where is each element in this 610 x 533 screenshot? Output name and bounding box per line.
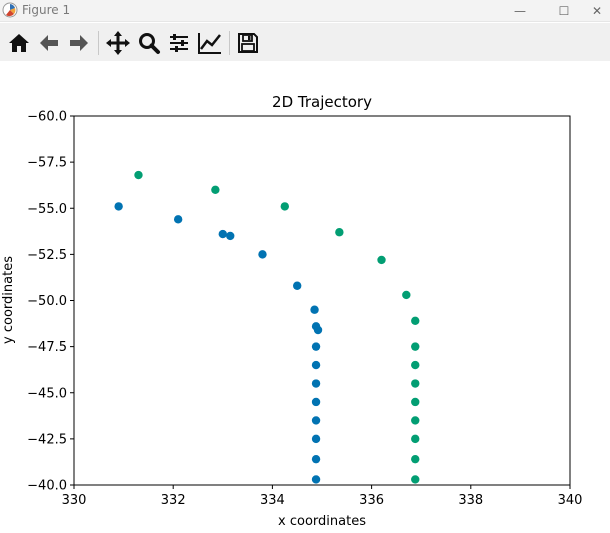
data-point-series-2 <box>134 170 143 180</box>
data-point-series-2 <box>402 290 411 300</box>
data-point-series-2 <box>411 454 420 464</box>
y-tick-label: −57.5 <box>27 156 67 171</box>
x-tick-label: 332 <box>161 493 186 508</box>
data-point-series-1 <box>313 325 323 335</box>
window-titlebar: Figure 1 — ☐ ✕ <box>0 0 610 22</box>
minimize-icon: — <box>514 4 526 18</box>
data-point-series-1 <box>311 434 321 444</box>
x-tick-label: 334 <box>260 493 285 508</box>
home-icon <box>9 34 29 52</box>
data-point-series-2 <box>411 342 420 351</box>
edit-axis-button[interactable] <box>196 29 224 57</box>
back-button[interactable] <box>35 29 63 57</box>
navigation-toolbar <box>0 23 610 61</box>
scatter-chart: −60.0 −57.5 −55.0 −52.5 −50.0 −47.5 −45.0 −42.5… <box>1 93 583 529</box>
zoom-button[interactable] <box>135 29 163 57</box>
line-chart-icon <box>198 33 221 54</box>
data-point-series-2 <box>335 228 344 237</box>
data-point-series-2 <box>411 475 420 484</box>
right-arrow-icon <box>70 35 88 51</box>
x-axis-label: x coordinates <box>278 514 366 529</box>
data-point-series-1 <box>311 416 321 425</box>
y-tick-label: −42.5 <box>27 432 67 447</box>
data-point-series-2 <box>411 360 420 370</box>
data-point-series-1 <box>258 250 267 259</box>
y-tick-label: −47.5 <box>27 340 67 355</box>
axes-frame <box>73 115 571 486</box>
data-point-series-2 <box>411 379 420 388</box>
data-point-series-1 <box>311 475 321 484</box>
magnifier-icon <box>139 33 160 54</box>
data-point-series-2 <box>411 316 420 325</box>
close-icon: ✕ <box>591 4 603 18</box>
maximize-icon: ☐ <box>558 4 570 18</box>
pan-button[interactable] <box>104 29 132 57</box>
x-axis: 330 332 334 336 338 340 <box>62 485 583 508</box>
data-point-series-1 <box>310 305 319 314</box>
data-point-series-1 <box>311 360 321 370</box>
data-point-series-1 <box>311 342 321 351</box>
data-point-series-2 <box>280 202 289 211</box>
floppy-disk-icon <box>238 33 258 53</box>
figure-canvas[interactable]: −60.0 −57.5 −55.0 −52.5 −50.0 −47.5 −45.0 −42.5… <box>0 62 610 533</box>
data-point-series-1 <box>226 231 235 241</box>
data-point-series-2 <box>411 434 420 444</box>
data-point-series-2 <box>377 255 386 265</box>
x-tick-label: 340 <box>558 493 583 508</box>
minimize-button[interactable]: — <box>498 0 542 22</box>
y-tick-label: −55.0 <box>27 202 67 217</box>
forward-button[interactable] <box>65 29 93 57</box>
data-point-series-1 <box>311 397 321 407</box>
home-button[interactable] <box>5 29 33 57</box>
x-tick-label: 336 <box>359 493 384 508</box>
window-title: Figure 1 <box>22 3 71 17</box>
data-point-series-1 <box>293 281 302 290</box>
x-tick-label: 330 <box>62 493 87 508</box>
y-axis: −60.0 −57.5 −55.0 −52.5 −50.0 −47.5 −45.0 −42.5… <box>27 110 74 494</box>
chart-title: 2D Trajectory <box>272 93 372 111</box>
data-points <box>114 170 420 484</box>
y-tick-label: −60.0 <box>27 110 67 125</box>
x-tick-label: 338 <box>458 493 483 508</box>
toolbar-separator <box>229 31 230 55</box>
move-icon <box>106 31 130 55</box>
toolbar-separator <box>98 31 99 55</box>
sliders-icon <box>170 34 188 52</box>
data-point-series-1 <box>311 379 321 388</box>
left-arrow-icon <box>40 35 58 51</box>
matplotlib-app-icon <box>2 2 18 18</box>
data-point-series-2 <box>411 416 420 425</box>
save-figure-button[interactable] <box>234 29 262 57</box>
data-point-series-2 <box>211 185 220 194</box>
data-point-series-1 <box>114 202 123 211</box>
data-point-series-2 <box>411 397 420 407</box>
data-point-series-1 <box>218 229 227 239</box>
data-point-series-1 <box>173 215 183 224</box>
configure-subplots-button[interactable] <box>165 29 193 57</box>
y-tick-label: −52.5 <box>27 248 67 263</box>
y-tick-label: −45.0 <box>27 386 67 401</box>
data-point-series-1 <box>311 454 321 464</box>
maximize-button[interactable]: ☐ <box>542 0 586 22</box>
y-axis-label: y coordinates <box>1 256 16 344</box>
y-tick-label: −40.0 <box>27 479 67 494</box>
y-tick-label: −50.0 <box>27 294 67 309</box>
close-button[interactable]: ✕ <box>584 0 610 22</box>
